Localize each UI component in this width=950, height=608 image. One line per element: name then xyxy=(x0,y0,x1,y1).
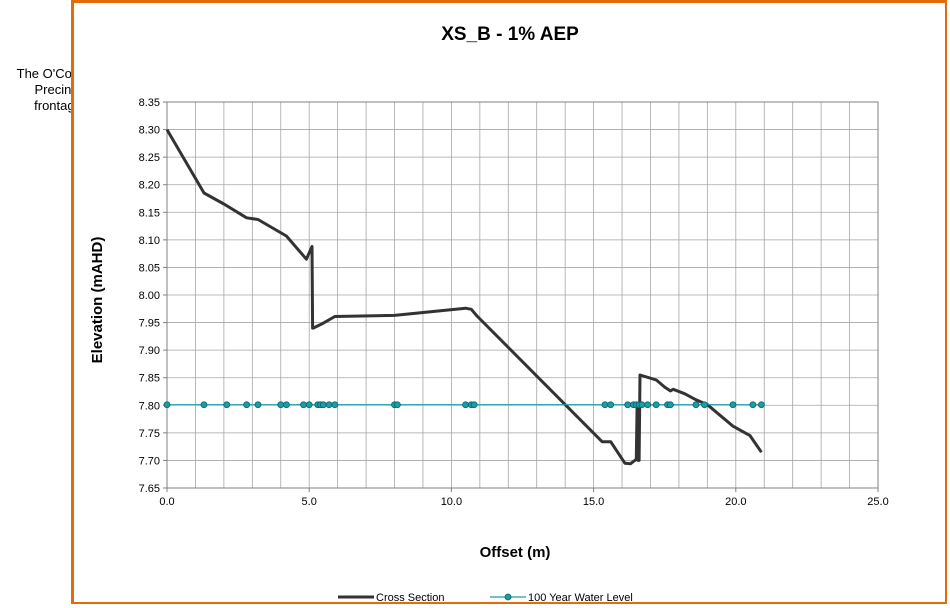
y-tick-label: 7.65 xyxy=(139,483,160,495)
data-point xyxy=(758,402,764,408)
y-tick-label: 8.30 xyxy=(139,125,160,137)
data-point xyxy=(463,402,469,408)
x-tick-label: 0.0 xyxy=(159,496,174,508)
x-axis-title: Offset (m) xyxy=(480,544,551,561)
grid xyxy=(167,102,878,488)
y-tick-label: 7.80 xyxy=(139,400,160,412)
data-point xyxy=(255,402,261,408)
y-tick-label: 7.95 xyxy=(139,318,160,330)
data-point xyxy=(471,402,477,408)
y-tick-label: 8.25 xyxy=(139,152,160,164)
x-tick-label: 20.0 xyxy=(725,496,746,508)
y-tick-label: 8.15 xyxy=(139,207,160,219)
data-point xyxy=(320,402,326,408)
data-point xyxy=(693,402,699,408)
data-point xyxy=(702,402,708,408)
x-tick-label: 25.0 xyxy=(867,496,888,508)
legend-marker xyxy=(505,594,511,600)
y-tick-label: 7.70 xyxy=(139,455,160,467)
data-point xyxy=(730,402,736,408)
y-tick-label: 7.85 xyxy=(139,373,160,385)
data-point xyxy=(394,402,400,408)
y-tick-label: 7.75 xyxy=(139,428,160,440)
legend-label: 100 Year Water Level xyxy=(528,592,633,604)
data-point xyxy=(306,402,312,408)
y-tick-label: 8.00 xyxy=(139,290,160,302)
series xyxy=(164,130,764,464)
legend-label: Cross Section xyxy=(376,592,444,604)
y-tick-label: 8.10 xyxy=(139,235,160,247)
axis-ticks: 7.65 7.70 7.75 7.80 7.85 7.90 7.95 8.00 8.05 8.10… xyxy=(139,97,889,508)
data-point xyxy=(301,402,307,408)
data-point xyxy=(645,402,651,408)
data-point xyxy=(750,402,756,408)
y-tick-label: 8.05 xyxy=(139,262,160,274)
y-axis-title: Elevation (mAHD) xyxy=(89,237,106,364)
x-tick-label: 15.0 xyxy=(583,496,604,508)
data-point xyxy=(332,402,338,408)
data-point xyxy=(244,402,250,408)
y-tick-label: 8.35 xyxy=(139,97,160,109)
data-point xyxy=(326,402,332,408)
chart-title: XS_B - 1% AEP xyxy=(441,24,579,45)
series-line-1 xyxy=(167,130,761,464)
data-point xyxy=(283,402,289,408)
legend: Cross Section 100 Year Water Level xyxy=(338,592,633,604)
data-point xyxy=(625,402,631,408)
data-point xyxy=(653,402,659,408)
y-tick-label: 8.20 xyxy=(139,180,160,192)
x-tick-label: 10.0 xyxy=(441,496,462,508)
y-tick-label: 7.90 xyxy=(139,345,160,357)
data-point xyxy=(224,402,230,408)
data-point xyxy=(667,402,673,408)
data-point xyxy=(602,402,608,408)
x-tick-label: 5.0 xyxy=(302,496,317,508)
data-point xyxy=(201,402,207,408)
data-point xyxy=(608,402,614,408)
data-point xyxy=(278,402,284,408)
data-point xyxy=(164,402,170,408)
data-point xyxy=(639,402,645,408)
